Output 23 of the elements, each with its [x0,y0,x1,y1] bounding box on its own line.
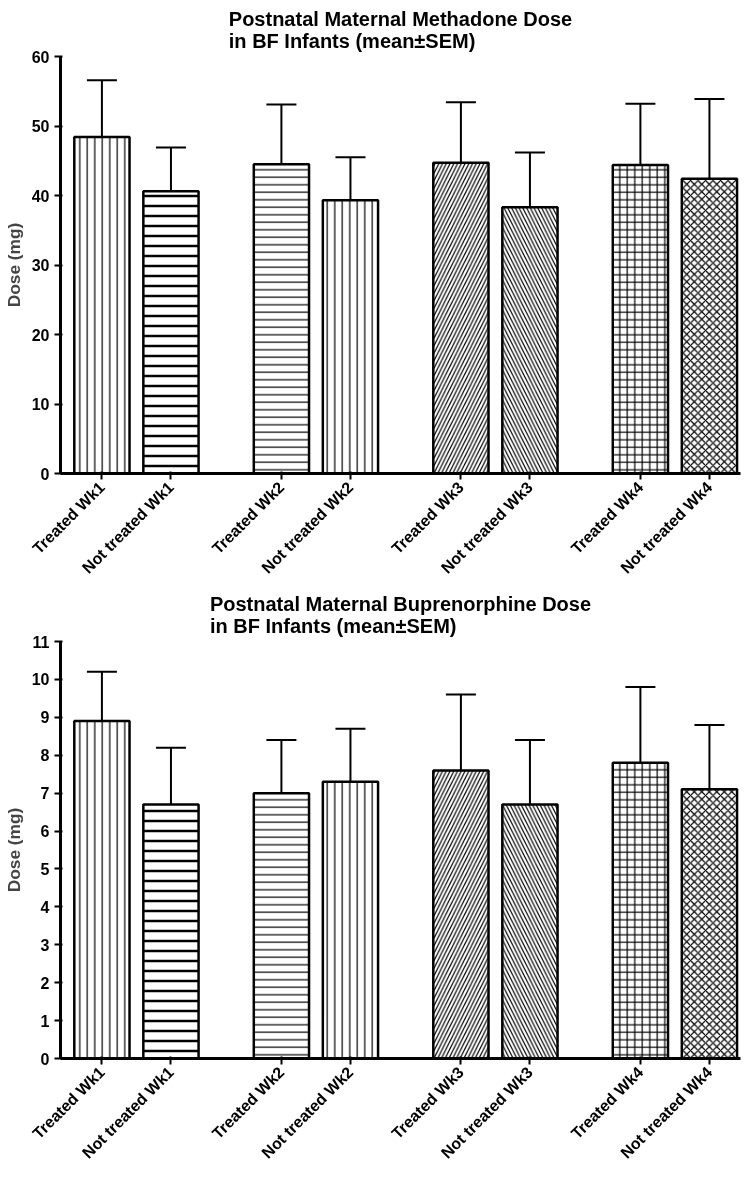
y-tick-label: 0 [40,1050,50,1068]
y-tick-label: 10 [31,671,50,689]
y-tick-label: 3 [40,936,50,954]
y-tick-label: 4 [40,898,50,916]
y-tick-label: 8 [40,747,50,765]
y-tick-label: 60 [31,48,50,66]
chart-title: Postnatal Maternal Buprenorphine Dose in BF Infants (mean±SEM) [209,592,592,637]
y-tick-label: 9 [40,709,50,727]
y-tick-label: 10 [31,396,50,413]
y-axis-title: Dose (mg) [3,807,24,893]
y-tick-label: 2 [40,974,50,992]
chart-title: Postnatal Maternal Methadone Dose in BF Infants (mean±SEM) [228,7,573,52]
y-tick-label: 1 [40,1012,50,1030]
y-tick-label: 5 [40,860,50,878]
y-tick-label: 30 [31,257,50,274]
y-tick-label: 20 [31,326,50,344]
y-tick-label: 50 [31,118,50,135]
y-tick-label: 0 [40,465,50,483]
y-axis-title: Dose (mg) [3,222,24,308]
y-tick-label: 40 [31,187,50,205]
y-tick-label: 11 [32,633,50,651]
y-tick-label: 6 [40,823,50,841]
y-tick-label: 7 [40,785,50,803]
